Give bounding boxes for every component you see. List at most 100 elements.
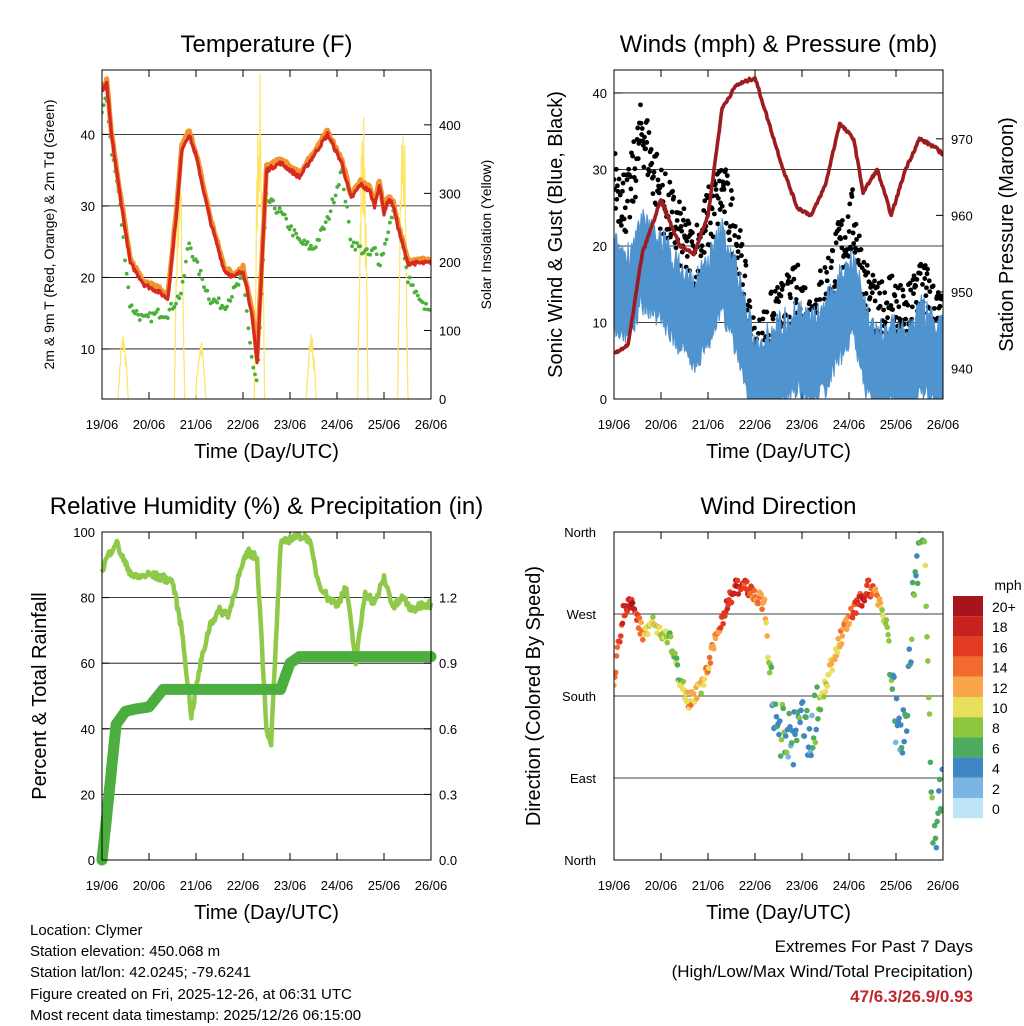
y2-axis-label: Station Pressure (Maroon)	[996, 117, 1018, 352]
panel-title: Relative Humidity (%) & Precipitation (i…	[50, 493, 483, 520]
gust-point	[678, 210, 683, 216]
plot-area	[96, 532, 437, 866]
direction-point	[780, 705, 786, 712]
direction-point	[778, 736, 785, 743]
dewpoint-point	[386, 230, 391, 235]
direction-point	[834, 649, 841, 655]
direction-point	[712, 635, 719, 642]
x-tick-label: 23/06	[274, 417, 307, 432]
gust-point	[644, 140, 650, 145]
dewpoint-point	[336, 183, 341, 187]
dewpoint-point	[290, 233, 295, 238]
direction-point	[700, 682, 707, 688]
dewpoint-point	[387, 220, 392, 225]
legend-label: 18	[992, 619, 1008, 635]
gust-point	[668, 231, 674, 237]
direction-point	[793, 727, 799, 734]
direction-point	[826, 671, 832, 678]
dewpoint-point	[323, 220, 328, 225]
x-tick-label: 24/06	[321, 417, 354, 432]
dewpoint-point	[384, 237, 389, 242]
x-tick-label: 25/06	[880, 417, 913, 432]
legend-swatch	[953, 676, 983, 697]
gust-point	[713, 187, 719, 192]
gust-point	[651, 169, 657, 175]
gust-point	[888, 303, 894, 308]
gust-point	[630, 199, 636, 204]
gust-point	[892, 293, 898, 299]
direction-point	[938, 807, 943, 814]
gust-point	[930, 283, 936, 289]
y2-tick-label: 300	[439, 186, 461, 201]
gust-point	[614, 196, 620, 202]
panel-3: Relative Humidity (%) & Precipitation (i…	[29, 493, 483, 924]
gust-point	[786, 274, 792, 280]
gust-point	[830, 248, 836, 254]
direction-point	[764, 633, 770, 639]
gust-point	[824, 278, 830, 284]
dewpoint-point	[197, 272, 201, 277]
legend-label: 2	[992, 781, 1000, 797]
direction-point	[673, 655, 680, 662]
gust-point	[651, 174, 656, 180]
direction-point	[728, 599, 735, 606]
legend-label: 0	[992, 801, 1000, 817]
dewpoint-point	[378, 263, 382, 268]
gust-point	[890, 307, 896, 312]
y-tick-label: North	[564, 853, 596, 868]
plot-area	[102, 73, 431, 399]
gust-point	[681, 206, 687, 212]
gust-point	[728, 188, 734, 193]
gust-point	[864, 262, 870, 268]
gust-point	[723, 220, 729, 226]
gust-point	[614, 183, 620, 189]
y-tick-label: 0	[600, 392, 607, 407]
direction-point	[619, 620, 626, 627]
dewpoint-point	[307, 247, 312, 251]
direction-point	[734, 577, 741, 584]
gust-point	[931, 306, 937, 311]
direction-point	[801, 733, 808, 739]
direction-point	[656, 624, 663, 631]
y-axis-label: 2m & 9m T (Red, Orange) & 2m Td (Green)	[41, 100, 57, 370]
y-tick-label: North	[564, 525, 596, 540]
panel-1: Temperature (F) Time (Day/UTC) 19/06 20/06 2…	[41, 31, 494, 463]
x-tick-label: 20/06	[645, 878, 678, 893]
dewpoint-point	[195, 260, 200, 264]
dewpoint-point	[294, 231, 299, 236]
legend-swatch	[953, 798, 983, 819]
y-tick-label: 30	[593, 162, 607, 177]
recent-timestamp-text: Most recent data timestamp: 2025/12/26 0…	[30, 1006, 362, 1024]
dewpoint-point	[333, 193, 338, 198]
y2-tick-label: 200	[439, 255, 461, 270]
gust-point	[628, 186, 634, 192]
direction-point	[680, 678, 687, 685]
gust-point	[828, 265, 834, 271]
dewpoint-point	[136, 312, 141, 317]
dewpoint-point	[309, 243, 313, 248]
gust-point	[674, 218, 680, 223]
direction-point	[911, 592, 918, 599]
y-tick-label: 40	[81, 722, 95, 737]
dewpoint-point	[289, 224, 294, 229]
gust-point	[861, 259, 867, 265]
direction-point	[694, 695, 700, 701]
gust-point	[833, 240, 839, 246]
dewpoint-point	[327, 217, 331, 221]
gust-point	[739, 241, 745, 247]
direction-point	[880, 613, 886, 619]
gust-point	[847, 201, 853, 207]
dewpoint-point	[341, 187, 346, 192]
gust-point	[920, 282, 925, 287]
direction-point	[735, 591, 742, 597]
dewpoint-point	[230, 294, 234, 299]
gust-point	[884, 300, 890, 306]
gust-point	[721, 183, 726, 188]
direction-point	[853, 610, 859, 616]
gust-point	[739, 253, 744, 258]
legend-swatch	[953, 616, 983, 637]
dewpoint-point	[277, 206, 282, 211]
y2-tick-label: 400	[439, 118, 461, 133]
gust-point	[633, 194, 638, 200]
